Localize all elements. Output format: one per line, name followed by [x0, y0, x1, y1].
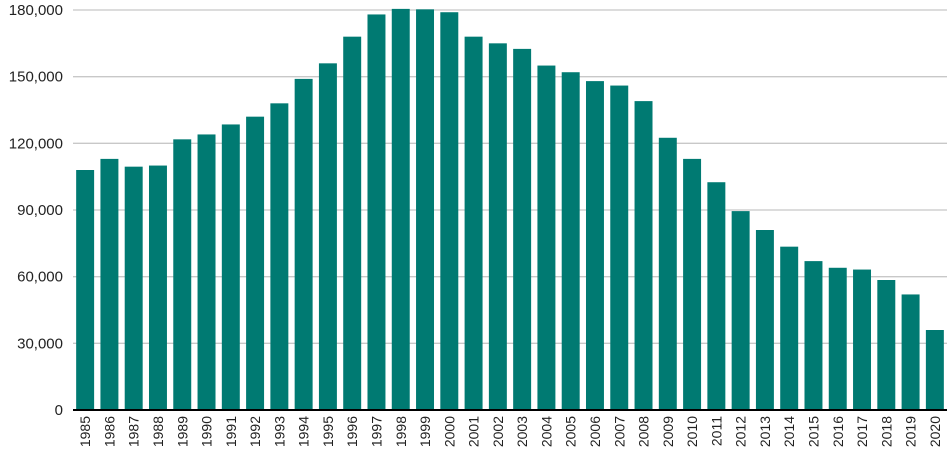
bar [610, 85, 629, 411]
bar [76, 170, 95, 410]
bar [853, 269, 872, 410]
bar [683, 158, 702, 410]
bar [537, 65, 556, 411]
x-tick-label: 2009 [660, 416, 676, 447]
bar [561, 72, 580, 410]
bar [294, 78, 313, 410]
y-axis-ticks: 0 30,000 60,000 90,000 120,000 150,000 180,000 [9, 2, 63, 419]
y-tick-label: 90,000 [17, 202, 63, 219]
x-tick-label: 2011 [708, 416, 724, 446]
x-tick-label: 1999 [417, 416, 433, 447]
bar [221, 124, 240, 410]
x-tick-label: 1985 [77, 416, 93, 447]
x-tick-label: 1994 [296, 416, 312, 447]
bar [658, 137, 677, 410]
x-tick-label: 2014 [781, 416, 797, 447]
bar [634, 101, 653, 410]
x-tick-label: 2017 [854, 416, 870, 447]
bar [367, 14, 386, 410]
bar [318, 63, 337, 410]
bar [755, 230, 774, 410]
x-tick-label: 2010 [684, 416, 700, 447]
x-tick-label: 2013 [757, 416, 773, 447]
y-tick-label: 180,000 [9, 2, 63, 19]
bar [828, 267, 847, 410]
x-tick-label: 2015 [805, 416, 821, 447]
x-tick-label: 2001 [466, 416, 482, 447]
x-tick-label: 1991 [223, 416, 239, 447]
bar [585, 81, 604, 410]
bar [197, 134, 216, 410]
gridlines [73, 9, 947, 344]
bars [76, 8, 944, 411]
x-tick-label: 2006 [587, 416, 603, 447]
x-tick-label: 1995 [320, 416, 336, 447]
x-tick-label: 2007 [611, 416, 627, 447]
bar [124, 166, 143, 410]
bar [925, 330, 944, 410]
bar [343, 36, 362, 411]
x-tick-label: 2012 [733, 416, 749, 447]
x-axis-ticks: 1985 1986 1987 1988 1989 1990 1991 1992 1993 1994… [77, 416, 943, 447]
bar [488, 43, 507, 410]
x-tick-label: 2005 [563, 416, 579, 447]
bar [464, 36, 483, 411]
bar [901, 294, 920, 410]
y-tick-label: 120,000 [9, 135, 63, 152]
x-tick-label: 2002 [490, 416, 506, 447]
x-tick-label: 2016 [830, 416, 846, 447]
x-tick-label: 1997 [368, 416, 384, 447]
bar [173, 139, 192, 411]
y-tick-label: 150,000 [9, 69, 63, 86]
y-tick-label: 0 [55, 402, 63, 419]
bar [416, 9, 435, 410]
x-tick-label: 2000 [441, 416, 457, 447]
y-tick-label: 60,000 [17, 269, 63, 286]
y-tick-label: 30,000 [17, 335, 63, 352]
bar [246, 116, 265, 411]
bar [270, 103, 289, 410]
x-tick-label: 1998 [393, 416, 409, 447]
x-tick-label: 1993 [271, 416, 287, 447]
x-tick-label: 1987 [126, 416, 142, 447]
x-tick-label: 1996 [344, 416, 360, 447]
x-tick-label: 2004 [538, 416, 554, 447]
x-tick-label: 2020 [927, 416, 943, 447]
x-tick-label: 2003 [514, 416, 530, 447]
bar [513, 48, 532, 411]
bar [100, 158, 119, 410]
bar [804, 261, 823, 410]
bar [391, 8, 410, 411]
x-tick-label: 1988 [150, 416, 166, 447]
x-tick-label: 2019 [903, 416, 919, 447]
bar [731, 211, 750, 410]
x-tick-label: 2018 [878, 416, 894, 447]
bar [148, 165, 167, 410]
x-tick-label: 1992 [247, 416, 263, 447]
x-tick-label: 1986 [101, 416, 117, 447]
x-tick-label: 2008 [636, 416, 652, 447]
x-tick-label: 1990 [199, 416, 215, 447]
bar [877, 280, 896, 410]
x-tick-label: 1989 [174, 416, 190, 447]
bar [440, 12, 459, 410]
bar [707, 182, 726, 410]
bar [780, 246, 799, 410]
